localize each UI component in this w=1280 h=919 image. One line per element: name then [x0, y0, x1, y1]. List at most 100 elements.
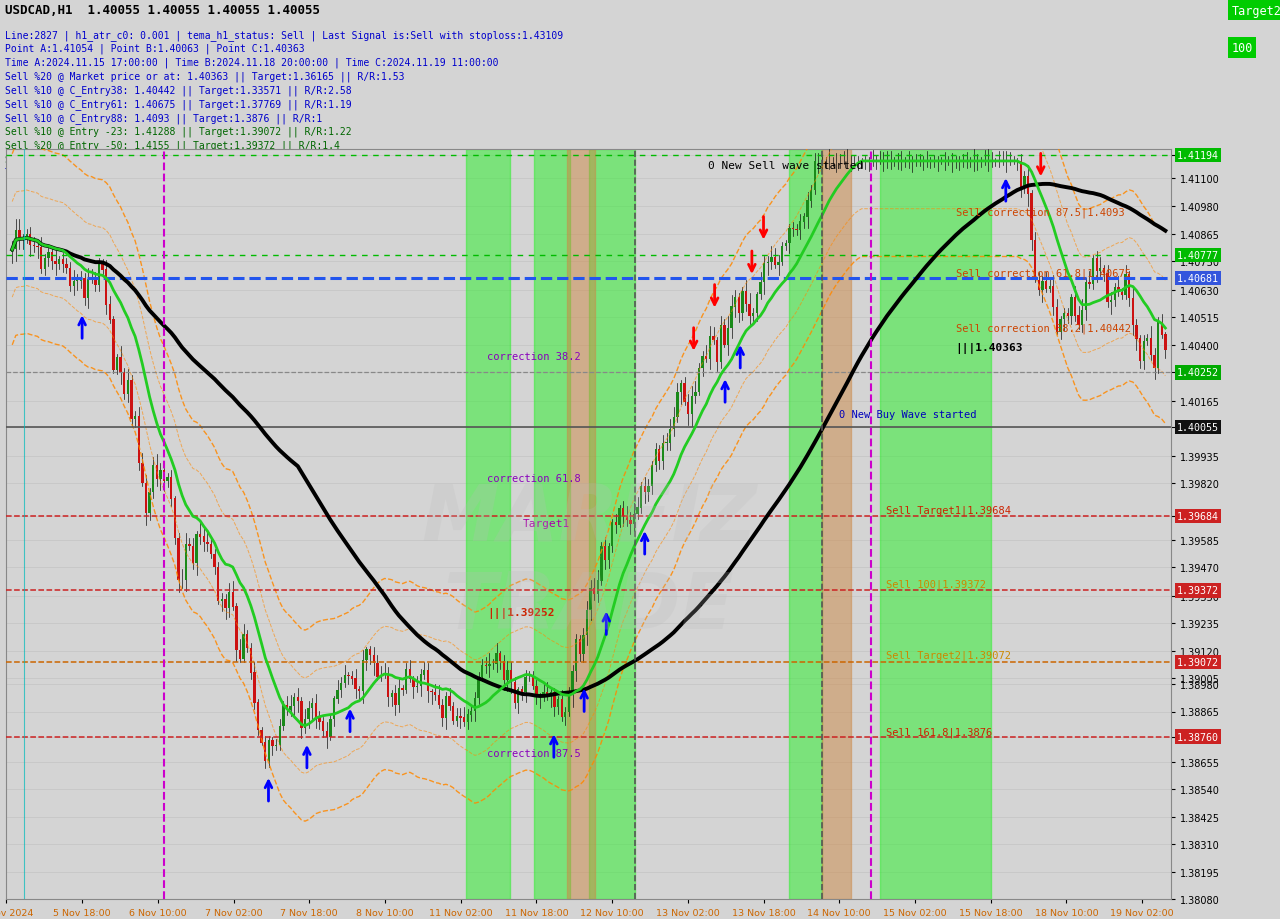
Bar [517, 689, 520, 703]
Bar [355, 678, 357, 690]
Bar [716, 341, 718, 363]
Bar [1106, 274, 1108, 302]
Bar [369, 649, 371, 655]
Bar [723, 325, 726, 346]
Bar [220, 599, 223, 602]
Bar [774, 257, 776, 267]
Text: Sell %20 @ Entry -50: 1.4155 || Target:1.39372 || R/R:1.4: Sell %20 @ Entry -50: 1.4155 || Target:1… [5, 141, 340, 151]
Bar [362, 661, 364, 692]
Bar [44, 259, 46, 270]
Bar [481, 665, 484, 677]
Bar [198, 534, 201, 537]
Text: Sell %10 @ Entry -23: 1.41288 || Target:1.39072 || R/R:1.22: Sell %10 @ Entry -23: 1.41288 || Target:… [5, 127, 352, 137]
Bar [123, 373, 125, 394]
Bar [12, 250, 13, 253]
Bar [525, 677, 526, 692]
Bar [131, 381, 133, 420]
Bar [593, 589, 595, 595]
Bar [438, 696, 440, 706]
Bar [618, 509, 621, 525]
Bar [460, 716, 462, 718]
Bar [387, 673, 389, 698]
Bar [1084, 282, 1087, 311]
Bar [719, 325, 722, 363]
Text: 1.39072: 1.39072 [1176, 657, 1219, 667]
Bar [753, 313, 754, 316]
Bar [636, 508, 639, 515]
Text: correction 38.2: correction 38.2 [488, 352, 581, 362]
Bar [1161, 323, 1164, 335]
Bar [210, 544, 212, 554]
Bar [652, 465, 653, 487]
Bar [18, 231, 20, 238]
Text: USDCAD,H1  1.40055 1.40055 1.40055 1.40055: USDCAD,H1 1.40055 1.40055 1.40055 1.4005… [5, 5, 320, 17]
Bar [672, 418, 675, 430]
Bar [315, 703, 317, 718]
Bar [644, 486, 646, 493]
Bar [822, 150, 851, 899]
Text: 1.39372: 1.39372 [1176, 585, 1219, 596]
Bar [553, 693, 556, 707]
Bar [777, 263, 780, 267]
Bar [1070, 298, 1073, 317]
Bar [69, 268, 72, 287]
Bar [600, 547, 603, 581]
Bar [741, 291, 744, 314]
Bar [648, 486, 650, 493]
Text: 0 New Buy Wave started: 0 New Buy Wave started [840, 409, 977, 419]
Bar [658, 449, 660, 461]
Bar [325, 732, 328, 737]
Bar [1048, 287, 1051, 289]
Bar [380, 675, 383, 677]
Text: Target100: 1.39252 || Target 161: 1.3876 || Target 261: 1.37769 || Target 423: 1: Target100: 1.39252 || Target 161: 1.3876… [5, 168, 645, 178]
Text: Time A:2024.11.15 17:00:00 | Time B:2024.11.18 20:00:00 | Time C:2024.11.19 11:0: Time A:2024.11.15 17:00:00 | Time B:2024… [5, 58, 499, 68]
Bar [586, 610, 589, 636]
Text: Sell 161.8|1.3876: Sell 161.8|1.3876 [886, 726, 992, 737]
Bar [404, 669, 407, 690]
Bar [319, 718, 321, 721]
Bar [253, 673, 256, 703]
Bar [1074, 298, 1076, 316]
Bar [424, 670, 425, 675]
Bar [810, 191, 813, 201]
Bar [87, 280, 90, 299]
Text: 100: 100 [1231, 42, 1253, 55]
Bar [1146, 338, 1148, 342]
Bar [184, 544, 187, 580]
Bar [36, 246, 38, 248]
Bar [1066, 314, 1069, 317]
Bar [232, 593, 234, 607]
Bar [119, 357, 122, 373]
Bar [543, 692, 545, 696]
Bar [402, 688, 403, 690]
Bar [137, 416, 140, 463]
Bar [1114, 288, 1116, 301]
Bar [159, 471, 161, 480]
Bar [239, 651, 241, 660]
Bar [733, 298, 736, 307]
Bar [767, 263, 769, 264]
Bar [571, 671, 573, 695]
Bar [134, 416, 136, 420]
Text: 1.41194: 1.41194 [1176, 151, 1219, 161]
Bar [790, 150, 822, 899]
Bar [521, 689, 524, 692]
Bar [61, 260, 64, 265]
Bar [116, 357, 118, 371]
Text: 1.39684: 1.39684 [1176, 511, 1219, 521]
Bar [803, 217, 805, 222]
Bar [109, 305, 111, 320]
Bar [412, 679, 415, 687]
Bar [755, 295, 758, 314]
Bar [97, 262, 100, 286]
Bar [242, 634, 244, 660]
Bar [323, 721, 324, 732]
Bar [596, 581, 599, 595]
Bar [614, 522, 617, 525]
Bar [1121, 292, 1123, 296]
Bar [474, 698, 476, 711]
Bar [206, 542, 209, 545]
Bar [608, 546, 609, 561]
Bar [105, 270, 108, 305]
Bar [470, 711, 472, 715]
